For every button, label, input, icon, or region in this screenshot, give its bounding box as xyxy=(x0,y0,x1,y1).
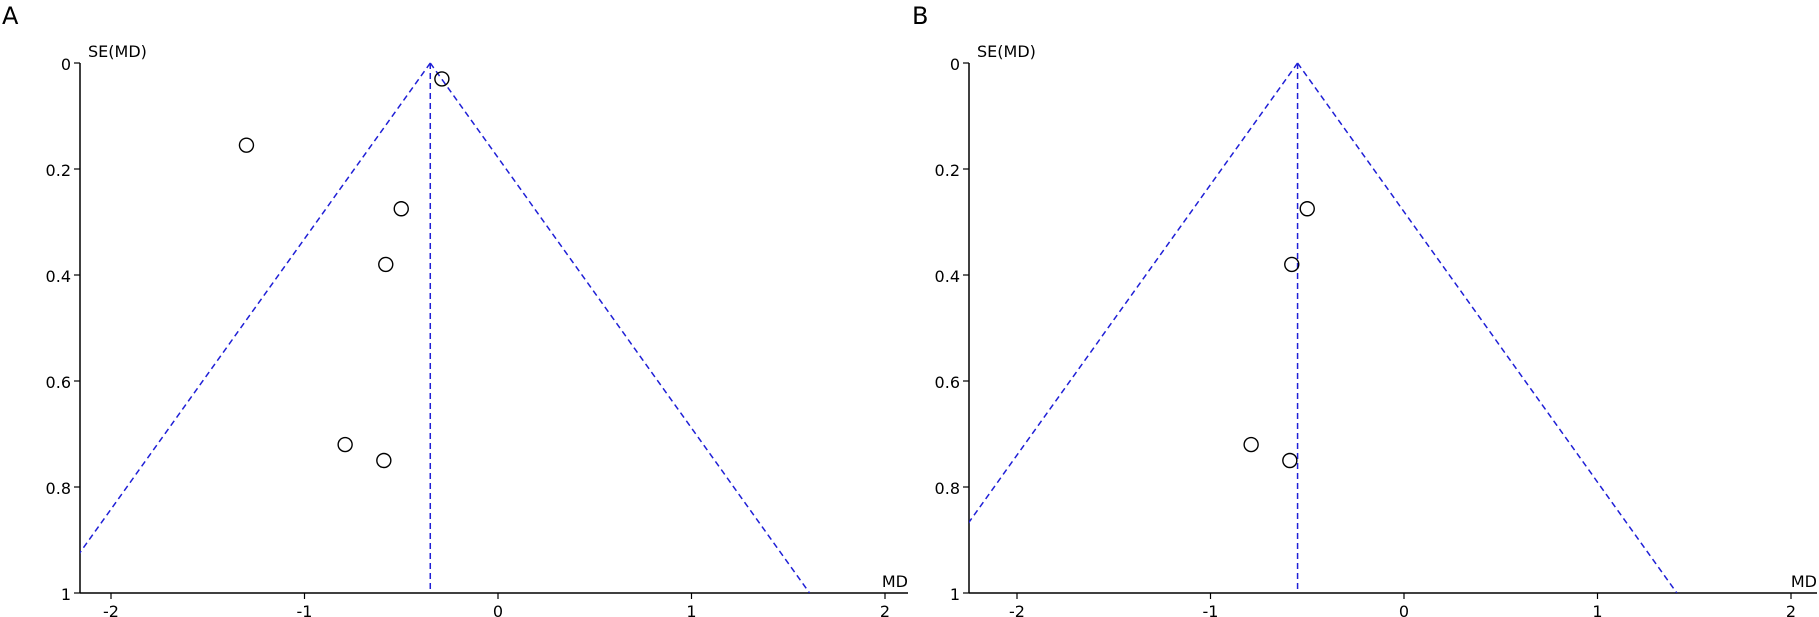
x-tick-label: -2 xyxy=(1009,602,1025,617)
y-tick-label: 0.8 xyxy=(46,479,71,498)
y-tick-label: 0.6 xyxy=(935,373,960,392)
y-axis-title: SE(MD) xyxy=(977,42,1036,61)
study-point xyxy=(434,71,450,87)
study-point xyxy=(378,256,394,273)
study-point xyxy=(1282,452,1298,469)
y-tick-label: 0.4 xyxy=(46,267,71,286)
x-tick-label: 2 xyxy=(880,602,890,617)
study-point xyxy=(238,137,255,153)
panel-label: B xyxy=(912,2,928,30)
study-point xyxy=(337,436,353,453)
funnel-plot-b: B 0 0.2 0.4 0.6 0.8 1 -2 -1 0 1 2 SE(MD) MD xyxy=(910,0,1819,617)
y-tick-label: 0.6 xyxy=(46,373,71,392)
y-tick-label: 0.2 xyxy=(935,161,960,180)
study-point xyxy=(1299,201,1315,217)
study-point xyxy=(393,201,409,217)
panel-label: A xyxy=(2,2,19,30)
x-tick-label: 0 xyxy=(1399,602,1409,617)
y-tick-label: 0.2 xyxy=(46,161,71,180)
funnel-right-limit xyxy=(1296,62,1678,593)
study-point xyxy=(1243,436,1259,453)
y-tick-label: 0.8 xyxy=(935,479,960,498)
x-axis-title: MD xyxy=(1791,572,1817,591)
x-axis-title: MD xyxy=(882,572,908,591)
funnel-group xyxy=(969,62,1678,593)
x-tick-label: -1 xyxy=(1203,602,1219,617)
y-tick-label: 1 xyxy=(61,585,71,604)
y-tick-label: 0.4 xyxy=(935,267,960,286)
y-tick-label: 1 xyxy=(950,585,960,604)
funnel-left-limit xyxy=(969,62,1299,524)
funnel-plot-a-svg: A 0 0.2 0.4 0.6 0.8 1 -2 -1 0 1 2 SE(MD) MD xyxy=(2,2,908,617)
x-tick-label: -2 xyxy=(103,602,119,617)
y-axis-title: SE(MD) xyxy=(88,42,147,61)
x-tick-label: 1 xyxy=(1592,602,1602,617)
x-tick-label: -1 xyxy=(297,602,313,617)
funnel-right-limit xyxy=(429,62,811,593)
study-point xyxy=(376,452,392,469)
x-tick-label: 2 xyxy=(1786,602,1796,617)
y-tick-label: 0 xyxy=(950,55,960,74)
y-tick-label: 0 xyxy=(61,55,71,74)
study-point xyxy=(1284,256,1300,273)
funnel-plot-b-svg: B 0 0.2 0.4 0.6 0.8 1 -2 -1 0 1 2 SE(MD) MD xyxy=(912,2,1817,617)
funnel-plot-a: A 0 0.2 0.4 0.6 0.8 1 -2 -1 0 1 2 SE(MD) MD xyxy=(2,2,908,617)
x-tick-label: 0 xyxy=(493,602,503,617)
funnel-group xyxy=(80,62,811,593)
funnel-left-limit xyxy=(80,62,431,554)
x-tick-label: 1 xyxy=(686,602,696,617)
